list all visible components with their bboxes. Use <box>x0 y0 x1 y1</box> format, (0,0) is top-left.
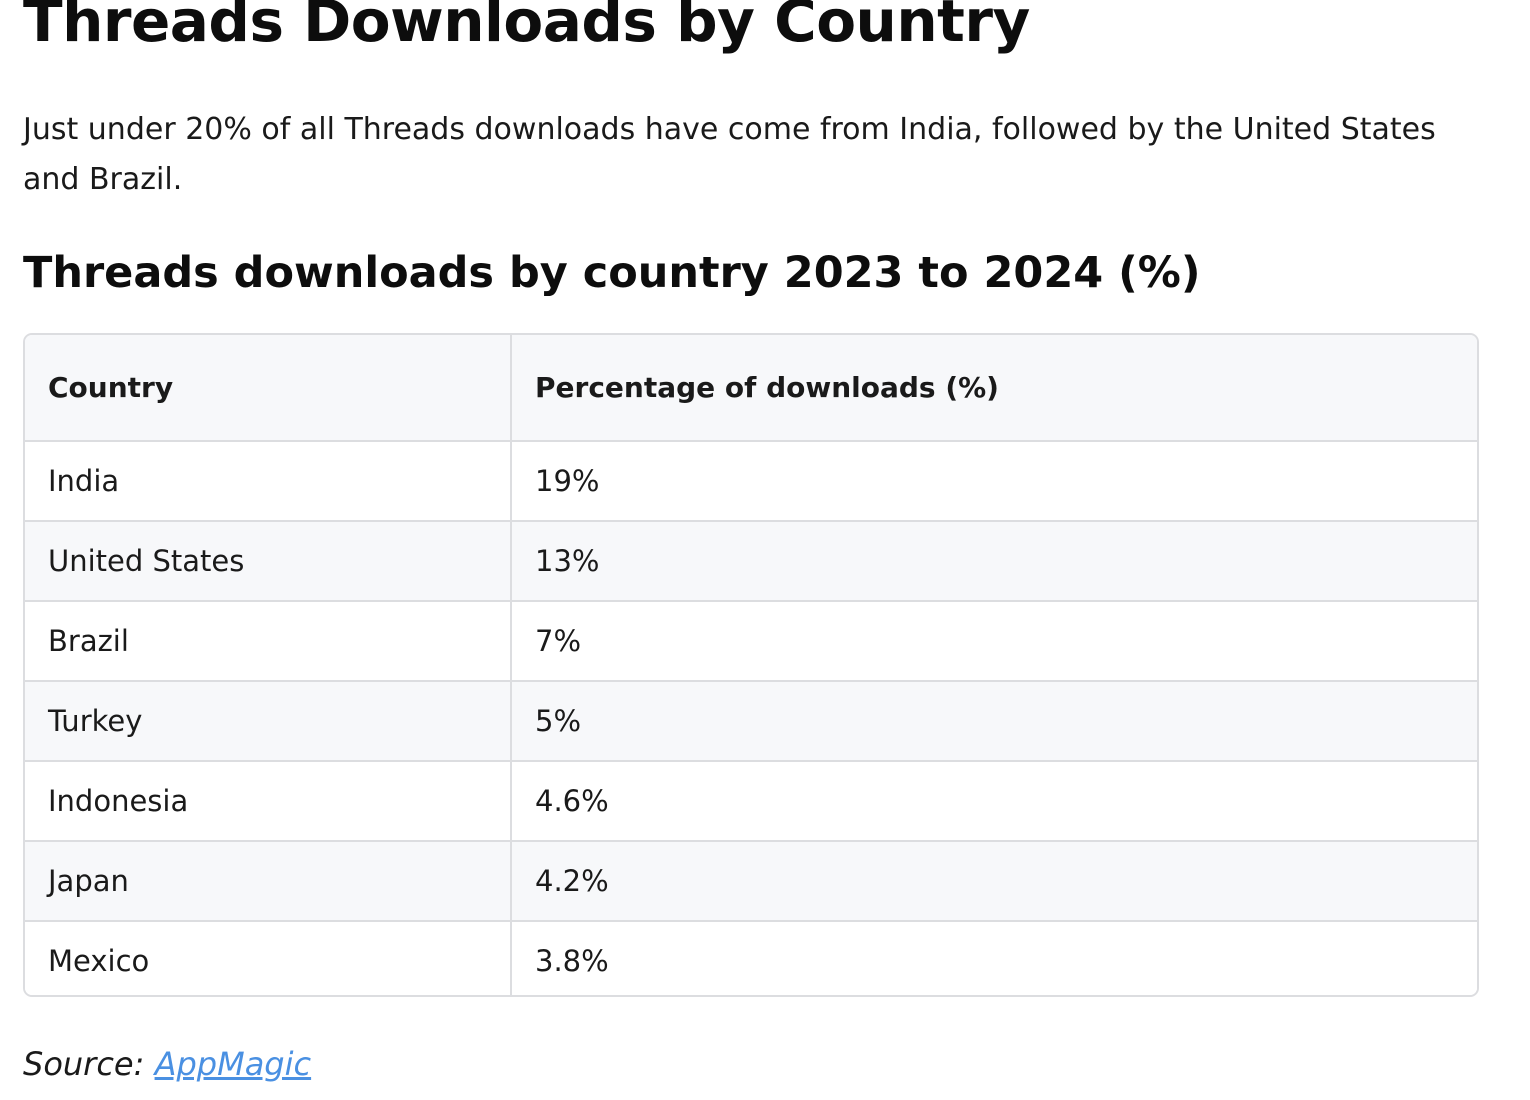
table-row: Brazil 7% <box>25 601 1477 682</box>
page-title: Threads Downloads by Country <box>23 0 1030 55</box>
table-row: Turkey 5% <box>25 681 1477 762</box>
table-row: United States 13% <box>25 521 1477 602</box>
percentage-cell: 4.6% <box>511 761 1477 842</box>
country-cell: United States <box>25 521 512 602</box>
column-header-percentage: Percentage of downloads (%) <box>511 335 1477 442</box>
country-cell: India <box>25 441 512 522</box>
country-cell: Japan <box>25 841 512 922</box>
column-header-country: Country <box>25 335 512 442</box>
percentage-cell: 13% <box>511 521 1477 602</box>
table-row: Mexico 3.8% <box>25 921 1477 995</box>
downloads-table: Country Percentage of downloads (%) Indi… <box>25 335 1477 995</box>
table-row: Japan 4.2% <box>25 841 1477 922</box>
source-link[interactable]: AppMagic <box>154 1045 312 1083</box>
table-header-row: Country Percentage of downloads (%) <box>25 335 1477 442</box>
table-title: Threads downloads by country 2023 to 202… <box>23 248 1201 298</box>
table-row: India 19% <box>25 441 1477 522</box>
intro-paragraph: Just under 20% of all Threads downloads … <box>23 112 1436 197</box>
source-label: Source: <box>23 1045 145 1083</box>
downloads-table-container: Country Percentage of downloads (%) Indi… <box>23 333 1479 997</box>
country-cell: Indonesia <box>25 761 512 842</box>
country-cell: Mexico <box>25 921 512 995</box>
country-cell: Turkey <box>25 681 512 762</box>
percentage-cell: 4.2% <box>511 841 1477 922</box>
table-row: Indonesia 4.6% <box>25 761 1477 842</box>
percentage-cell: 3.8% <box>511 921 1477 995</box>
source-note: Source: AppMagic <box>23 1040 311 1088</box>
percentage-cell: 7% <box>511 601 1477 682</box>
country-cell: Brazil <box>25 601 512 682</box>
percentage-cell: 5% <box>511 681 1477 762</box>
percentage-cell: 19% <box>511 441 1477 522</box>
